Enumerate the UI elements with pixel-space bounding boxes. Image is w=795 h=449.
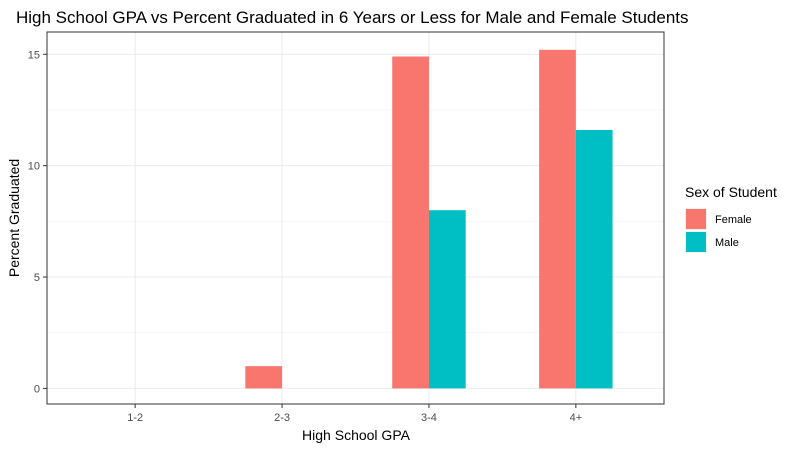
plot-panel	[46, 31, 665, 405]
y-tick-label: 5	[34, 272, 40, 284]
x-axis: 1-2 2-3 3-4 4+	[127, 404, 582, 424]
x-axis-title: High School GPA	[302, 427, 411, 443]
bar-male-3-4	[428, 210, 466, 389]
x-tick-label: 4+	[570, 412, 583, 424]
y-tick-label: 0	[34, 383, 40, 395]
bar-female-3-4	[392, 56, 429, 389]
legend-key-male	[686, 232, 706, 252]
bar-male-4+	[575, 130, 613, 389]
legend-key-female	[686, 209, 706, 229]
chart-title: High School GPA vs Percent Graduated in …	[16, 8, 689, 27]
y-tick-label: 15	[28, 49, 40, 61]
legend-title: Sex of Student	[685, 184, 777, 200]
x-tick-label: 2-3	[274, 412, 290, 424]
legend-label-female: Female	[715, 214, 752, 226]
bar-female-2-3	[245, 366, 283, 389]
legend-label-male: Male	[715, 237, 739, 249]
bars	[245, 49, 613, 389]
bar-female-4+	[539, 49, 576, 389]
x-tick-label: 1-2	[127, 412, 143, 424]
y-axis-title: Percent Graduated	[6, 159, 22, 277]
legend: Sex of Student Female Male	[685, 184, 777, 253]
y-tick-label: 10	[28, 161, 40, 173]
panel-border	[46, 31, 665, 405]
x-tick-label: 3-4	[421, 412, 437, 424]
y-axis: 0 5 10 15	[28, 49, 47, 395]
